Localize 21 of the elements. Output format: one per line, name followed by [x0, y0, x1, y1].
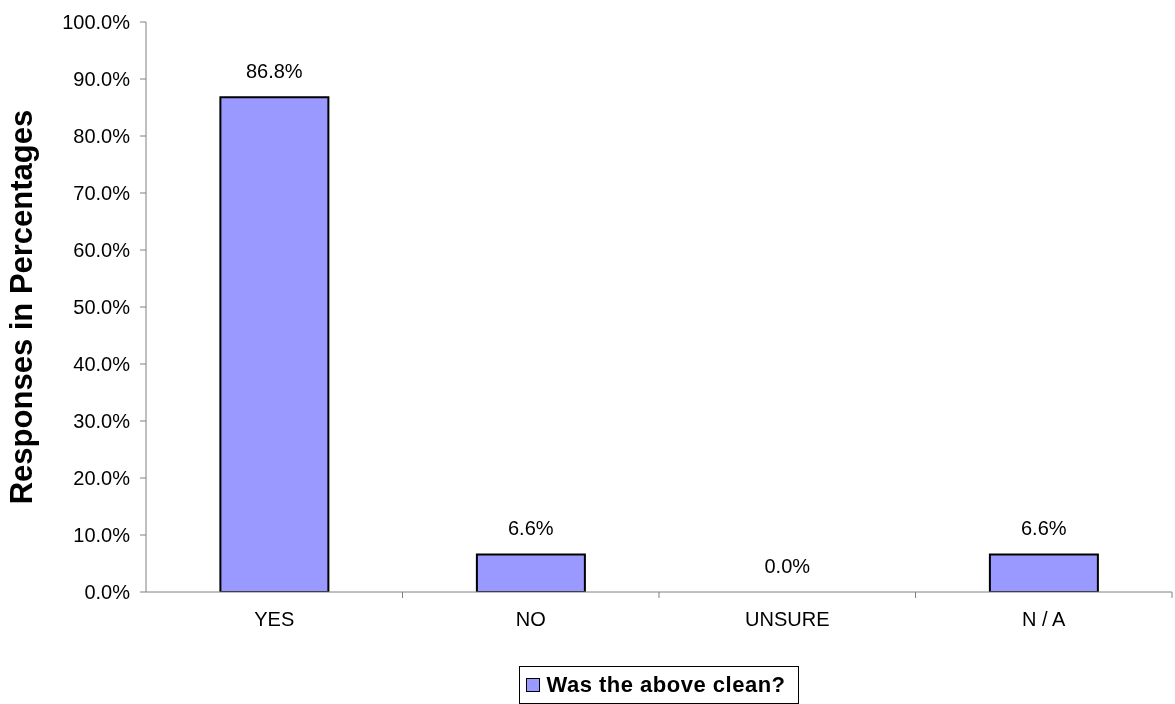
- y-tick-label: 0.0%: [84, 581, 131, 604]
- data-label: 0.0%: [764, 555, 811, 577]
- y-tick-label: 80.0%: [73, 125, 131, 148]
- data-label: 6.6%: [1020, 517, 1067, 540]
- legend-label: Was the above clean?: [546, 672, 786, 697]
- x-tick-label: NO: [515, 608, 546, 630]
- y-tick-label: 30.0%: [73, 410, 131, 433]
- y-tick-label: 40.0%: [73, 353, 131, 376]
- data-label: 86.8%: [245, 60, 303, 83]
- y-tick-label: 90.0%: [73, 68, 131, 91]
- data-label: 6.6%: [507, 517, 554, 540]
- y-tick-label: 10.0%: [73, 524, 131, 547]
- x-tick-label: UNSURE: [745, 608, 830, 630]
- y-tick-label: 60.0%: [73, 239, 131, 262]
- x-tick-label: N / A: [1022, 608, 1067, 630]
- y-axis-title: Responses in Percentages: [3, 109, 39, 505]
- y-tick-label: 100.0%: [62, 11, 131, 34]
- y-tick-label: 70.0%: [73, 182, 131, 205]
- x-tick-label: YES: [254, 608, 295, 630]
- y-tick-label: 20.0%: [73, 467, 131, 490]
- y-tick-label: 50.0%: [73, 296, 131, 319]
